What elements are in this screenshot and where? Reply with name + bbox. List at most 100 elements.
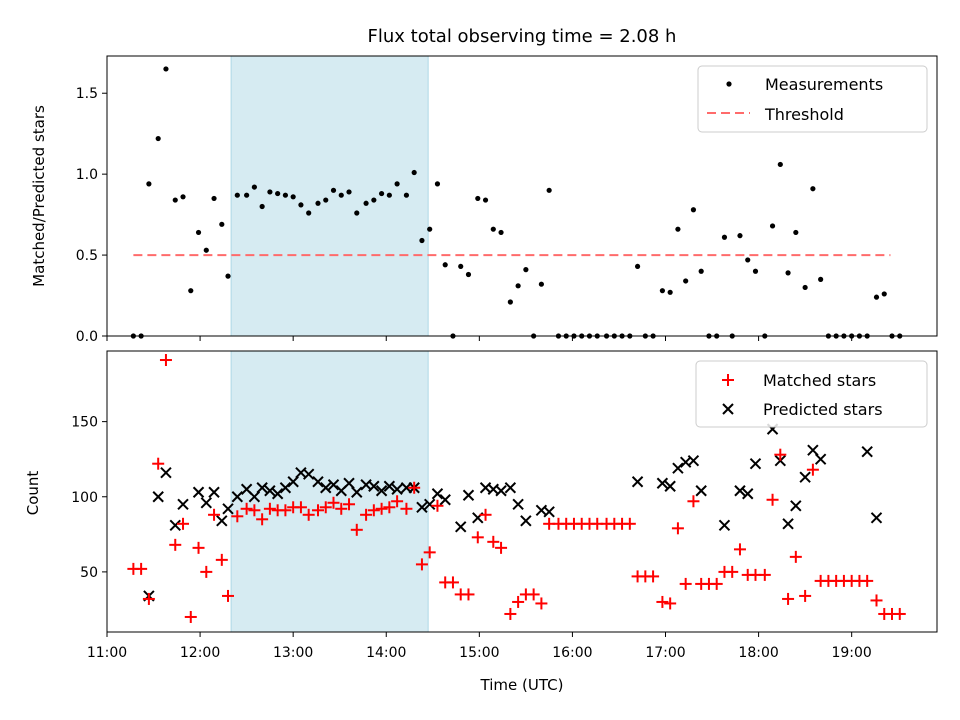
y-tick-label: 50 <box>80 565 98 581</box>
predicted-star-point <box>807 444 819 456</box>
predicted-star-point <box>302 468 315 480</box>
matched-star-point <box>446 576 459 589</box>
matched-star-point <box>248 504 261 517</box>
legend-matched-label: Matched stars <box>763 371 876 390</box>
measurement-point <box>315 200 321 206</box>
measurement-point <box>225 273 231 279</box>
measurement-point <box>752 268 759 274</box>
matched-star-point <box>782 592 795 605</box>
measurement-point <box>785 270 791 276</box>
x-tick-label: 16:00 <box>552 645 592 661</box>
measurement-point <box>244 192 250 198</box>
predicted-star-point <box>383 480 396 492</box>
predicted-star-point <box>256 482 268 494</box>
measurement-point <box>690 207 697 213</box>
measurement-point <box>659 288 666 294</box>
measurement-point <box>298 202 304 208</box>
measurement-point <box>667 289 673 295</box>
matched-star-point <box>408 481 421 494</box>
predicted-star-point <box>351 486 363 498</box>
matched-star-point <box>766 493 779 506</box>
top-shaded-interval <box>230 55 429 337</box>
matched-star-point <box>504 607 517 620</box>
measurement-point <box>234 192 240 198</box>
measurement-point <box>180 194 186 200</box>
y-tick-label: 1.0 <box>76 167 98 183</box>
predicted-star-point <box>782 518 794 530</box>
measurement-point <box>810 186 816 192</box>
measurement-point <box>538 281 544 287</box>
matched-star-point <box>231 510 244 523</box>
x-tick-label: 15:00 <box>459 645 499 661</box>
measurement-point <box>330 187 337 193</box>
predicted-star-point <box>543 506 555 518</box>
predicted-star-point <box>279 482 292 494</box>
measurement-point <box>163 66 169 72</box>
measurement-point <box>721 234 728 240</box>
legend-predicted-label: Predicted stars <box>763 400 883 419</box>
measurement-point <box>523 267 529 273</box>
predicted-star-point <box>192 486 205 498</box>
predicted-star-point <box>160 467 172 479</box>
measurement-point <box>442 262 448 268</box>
predicted-star-point <box>695 485 707 497</box>
measurement-point <box>267 189 273 195</box>
matched-stars-points <box>127 354 906 623</box>
matched-star-point <box>679 577 692 590</box>
matched-star-point <box>893 607 906 620</box>
measurement-point <box>490 226 496 232</box>
bottom-legend: Matched stars Predicted stars <box>695 360 928 428</box>
measurement-point <box>802 284 808 291</box>
matched-star-point <box>375 502 388 515</box>
measurement-point <box>498 229 504 236</box>
predicted-star-point <box>672 462 684 474</box>
top-legend-box <box>697 65 928 133</box>
predicted-star-point <box>742 488 754 500</box>
matched-star-point <box>512 595 525 608</box>
matched-star-point <box>799 589 812 602</box>
top-x-ticks <box>106 336 853 341</box>
x-tick-label: 12:00 <box>180 645 220 661</box>
predicted-stars-points <box>143 423 883 602</box>
x-tick-label: 17:00 <box>645 645 685 661</box>
measurement-point <box>371 197 377 203</box>
matched-star-point <box>535 597 548 610</box>
matched-star-point <box>360 508 373 521</box>
measurement-point <box>419 237 425 244</box>
measurement-point <box>675 226 681 232</box>
predicted-star-point <box>320 482 332 494</box>
bottom-x-ticks: 11:00 12:00 13:00 14:00 15:00 16:00 17:00 18:00… <box>87 632 872 661</box>
measurement-point <box>346 189 352 195</box>
predicted-star-point <box>495 485 507 497</box>
predicted-star-point <box>264 485 276 497</box>
measurement-point <box>745 257 751 263</box>
predicted-star-point <box>248 491 261 503</box>
measurement-point <box>306 210 312 216</box>
bottom-legend-box <box>695 360 928 428</box>
matched-star-point <box>192 541 205 554</box>
predicted-star-point <box>312 476 324 488</box>
matched-star-point <box>383 501 396 514</box>
bottom-axes-frame <box>106 350 938 633</box>
measurement-point <box>411 169 417 176</box>
matched-star-point <box>664 597 677 610</box>
predicted-star-point <box>504 482 517 494</box>
matched-star-point <box>806 463 819 476</box>
measurement-point <box>482 197 489 203</box>
matched-star-point <box>479 508 492 521</box>
matched-star-point <box>294 501 307 514</box>
matched-star-point <box>159 354 172 367</box>
predicted-star-point <box>870 512 883 524</box>
top-axes-frame <box>106 55 938 337</box>
matched-star-point <box>256 513 269 526</box>
predicted-star-point <box>200 497 212 509</box>
matched-star-point <box>302 508 315 521</box>
matched-star-point <box>152 457 165 470</box>
top-y-ticks: 0.0 0.5 1.0 1.5 <box>76 86 107 345</box>
matched-star-point <box>487 535 500 548</box>
bottom-y-axis-label: Count <box>24 471 42 516</box>
measurement-points <box>130 66 903 339</box>
y-tick-label: 150 <box>71 415 98 431</box>
